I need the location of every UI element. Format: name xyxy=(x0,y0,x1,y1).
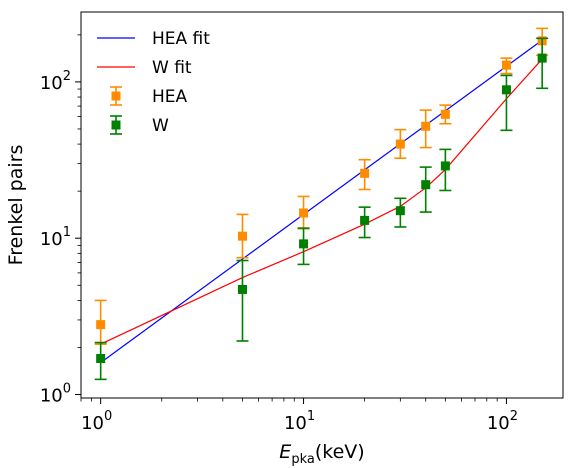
w-marker xyxy=(421,180,431,190)
w-marker xyxy=(537,53,547,63)
legend-label-w-fit: W fit xyxy=(152,58,192,78)
w-point xyxy=(236,259,249,342)
legend-item-hea: HEA xyxy=(110,86,188,107)
hea-marker xyxy=(360,168,370,178)
legend-label-hea: HEA xyxy=(152,87,188,107)
w-marker xyxy=(360,215,370,225)
hea-marker xyxy=(440,109,450,119)
legend-swatch-marker-hea xyxy=(111,91,121,101)
w-point xyxy=(439,148,452,192)
x-axis-label-subscript: pka xyxy=(291,452,315,467)
x-tick-label-exponent: 0 xyxy=(104,409,112,424)
data-layer xyxy=(94,27,549,381)
x-axis-label-base: E xyxy=(279,441,291,463)
w-marker xyxy=(440,161,450,171)
hea-marker xyxy=(96,320,106,330)
y-axis-label: Frenkel pairs xyxy=(5,145,27,266)
legend-item-hea-fit: HEA fit xyxy=(97,29,210,49)
legend: HEA fit W fit HEA W xyxy=(97,29,210,136)
hea-point xyxy=(419,109,432,149)
x-tick-label: 101 xyxy=(284,409,315,434)
hea-point xyxy=(500,57,513,75)
w-point xyxy=(500,74,513,132)
plot-frame xyxy=(80,11,564,399)
legend-label-hea-fit: HEA fit xyxy=(152,29,210,49)
x-axis-label: Epka(keV) xyxy=(279,441,364,467)
w-marker xyxy=(96,353,106,363)
y-tick-label: 102 xyxy=(40,69,71,94)
y-tick-label-exponent: 1 xyxy=(63,225,71,240)
w-point xyxy=(394,197,407,228)
w-marker xyxy=(395,206,405,216)
w-point xyxy=(94,341,107,381)
hea-marker xyxy=(395,139,405,149)
hea-point xyxy=(358,158,371,191)
w-point xyxy=(297,227,310,266)
hea-point xyxy=(94,299,107,345)
hea-point xyxy=(236,213,249,259)
x-tick-label: 102 xyxy=(487,409,518,434)
x-axis-label-unit: (keV) xyxy=(315,441,365,463)
w-point xyxy=(536,37,549,90)
x-tick-label-base: 10 xyxy=(284,413,307,434)
legend-swatch-marker-w xyxy=(111,120,121,130)
w-marker xyxy=(237,284,247,294)
legend-label-w: W xyxy=(152,116,169,136)
x-tick-label-exponent: 1 xyxy=(307,409,315,424)
hea-point xyxy=(439,104,452,125)
y-tick-label-exponent: 0 xyxy=(63,382,71,397)
hea-marker xyxy=(501,60,511,70)
y-tick-label-base: 10 xyxy=(40,229,63,250)
w-point xyxy=(358,206,371,239)
hea-point xyxy=(394,128,407,159)
w-marker xyxy=(299,239,309,249)
y-tick-label: 100 xyxy=(40,382,71,407)
y-tick-label-base: 10 xyxy=(40,386,63,407)
y-tick-label: 101 xyxy=(40,225,71,250)
w-marker xyxy=(501,85,511,95)
legend-item-w-fit: W fit xyxy=(97,58,192,78)
hea-fit-line xyxy=(100,39,543,364)
legend-item-w: W xyxy=(110,115,169,136)
x-tick-label-base: 10 xyxy=(487,413,510,434)
x-tick-label: 100 xyxy=(81,409,112,434)
plot-area xyxy=(80,11,564,399)
hea-marker xyxy=(299,208,309,218)
x-tick-label-base: 10 xyxy=(81,413,104,434)
x-tick-label-exponent: 2 xyxy=(510,409,518,424)
y-tick-label-exponent: 2 xyxy=(63,69,71,84)
hea-point xyxy=(297,195,310,230)
y-tick-label-base: 10 xyxy=(40,73,63,94)
hea-marker xyxy=(421,121,431,131)
w-point xyxy=(419,166,432,213)
hea-marker xyxy=(237,231,247,241)
